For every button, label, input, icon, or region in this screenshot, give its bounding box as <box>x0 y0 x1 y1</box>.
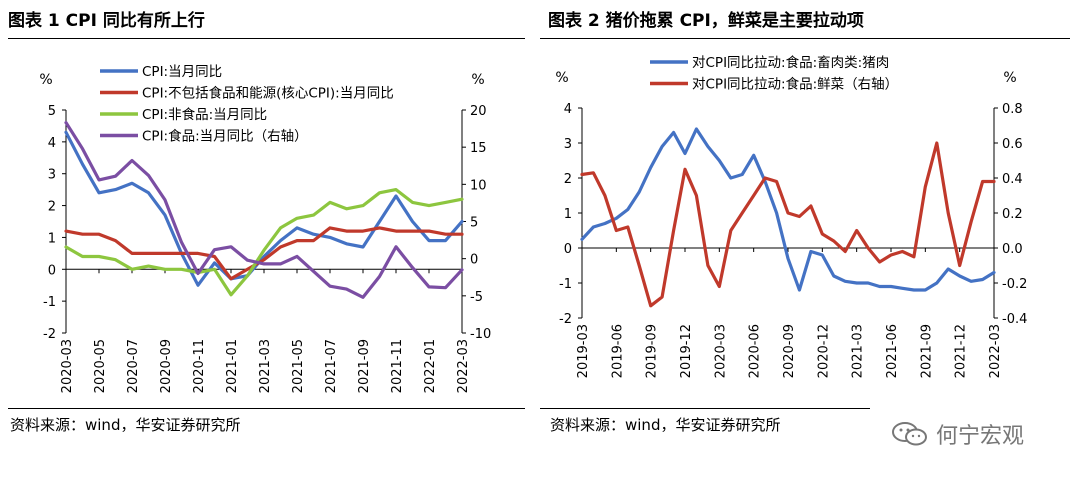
right-tick-label: 10 <box>470 178 487 193</box>
source-rule <box>540 408 870 409</box>
legend-label-2: 对CPI同比拉动:食品:鲜菜（右轴） <box>692 76 898 93</box>
right-tick-label: 0.2 <box>1002 207 1023 222</box>
chart-panel-1: 图表 1 CPI 同比有所上行 %% 5 4 3 2 1 0 -1 -2 20 15 10 5 0 -5 -1… <box>0 0 530 477</box>
right-tick-label: 15 <box>470 141 487 156</box>
legend-label-1: 对CPI同比拉动:食品:畜肉类:猪肉 <box>692 54 889 71</box>
x-tick-label: 2020-05 <box>93 339 108 393</box>
chart-2-source: 资料来源：wind，华安证券研究所 <box>550 416 781 434</box>
left-tick-label: 5 <box>48 104 56 119</box>
source-rule <box>8 408 525 409</box>
left-tick-label: 2 <box>564 172 572 187</box>
chart-2-svg: % % 4 3 2 1 0 -1 -2 0.8 0.6 0.4 0.2 0.0 -0.2 -0.4 2019-0… <box>555 54 1027 378</box>
right-tick-label: 0 <box>470 253 478 268</box>
legend-label-1: CPI:当月同比 <box>142 64 222 80</box>
x-tick-label: 2021-06 <box>885 324 900 378</box>
right-tick-label: 5 <box>470 216 478 231</box>
chart-1-source: 资料来源：wind，华安证券研究所 <box>10 416 241 434</box>
left-tick-label: 0 <box>48 263 56 278</box>
right-tick-label: -0.2 <box>1002 277 1027 292</box>
series-line-2 <box>64 226 464 281</box>
x-tick-label: 2021-05 <box>291 339 306 393</box>
watermark-text: 何宁宏观 <box>936 424 1025 449</box>
left-tick-label: 4 <box>564 102 572 117</box>
x-tick-label: 2021-09 <box>919 324 934 378</box>
left-tick-label: -1 <box>43 295 56 310</box>
chart-1-title: 图表 1 CPI 同比有所上行 <box>8 11 205 31</box>
series-line-1 <box>64 130 464 287</box>
series-line-4 <box>64 120 464 299</box>
right-tick-label: -10 <box>470 327 491 342</box>
right-unit-label: % <box>471 72 484 88</box>
x-tick-label: 2021-03 <box>851 324 866 378</box>
right-tick-label: -0.4 <box>1002 312 1027 327</box>
x-tick-label: 2020-03 <box>60 339 75 393</box>
right-tick-label: 0.6 <box>1002 137 1023 152</box>
x-tick-label: 2021-07 <box>324 339 339 393</box>
title-rule <box>540 38 1070 39</box>
title-rule <box>8 38 525 39</box>
x-tick-label: 2021-01 <box>225 339 240 393</box>
x-tick-label: 2021-03 <box>258 339 273 393</box>
x-tick-label: 2019-06 <box>610 324 625 378</box>
watermark: 何宁宏观 <box>890 418 1024 450</box>
x-tick-label: 2019-09 <box>645 324 660 378</box>
x-tick-label: 2022-03 <box>456 339 471 393</box>
left-tick-label: -2 <box>43 327 56 342</box>
legend-label-3: CPI:非食品:当月同比 <box>142 106 267 123</box>
x-tick-label: 2019-12 <box>679 324 694 378</box>
left-tick-label: 1 <box>564 207 572 222</box>
left-tick-label: -1 <box>559 277 572 292</box>
x-tick-label: 2020-11 <box>192 339 207 393</box>
wechat-icon <box>892 422 927 446</box>
x-tick-label: 2021-12 <box>954 324 969 378</box>
x-tick-label: 2022-01 <box>423 339 438 393</box>
legend-label-2: CPI:不包括食品和能源(核心CPI):当月同比 <box>142 85 394 102</box>
series-line-3 <box>64 188 464 297</box>
x-tick-label: 2020-09 <box>159 339 174 393</box>
left-tick-label: 1 <box>48 231 56 246</box>
right-tick-label: 0.0 <box>1002 242 1023 257</box>
series-line-1 <box>580 127 996 292</box>
chart-2-title: 图表 2 猪价拖累 CPI，鲜菜是主要拉动项 <box>548 11 864 31</box>
x-tick-label: 2020-09 <box>782 324 797 378</box>
left-tick-label: 3 <box>564 137 572 152</box>
left-tick-label: 0 <box>564 242 572 257</box>
right-tick-label: 20 <box>470 104 487 119</box>
x-tick-label: 2020-06 <box>748 324 763 378</box>
x-tick-label: 2020-07 <box>126 339 141 393</box>
right-unit-label: % <box>1003 70 1016 86</box>
x-tick-label: 2019-03 <box>576 324 591 378</box>
left-tick-label: 2 <box>48 200 56 215</box>
right-tick-label: 0.4 <box>1002 172 1023 187</box>
x-tick-label: 2022-03 <box>988 324 1003 378</box>
left-unit-label: % <box>39 72 52 88</box>
x-tick-label: 2020-03 <box>713 324 728 378</box>
x-tick-label: 2021-11 <box>390 339 405 393</box>
right-tick-label: -5 <box>470 290 483 305</box>
left-unit-label: % <box>555 70 568 86</box>
chart-panel-2: 图表 2 猪价拖累 CPI，鲜菜是主要拉动项 %% 4 3 2 1 0 -1 -2 0.8 0.6… <box>540 0 1080 477</box>
series-line-2 <box>580 141 996 308</box>
left-tick-label: 4 <box>48 136 56 151</box>
left-tick-label: 3 <box>48 168 56 183</box>
left-tick-label: -2 <box>559 312 572 327</box>
x-tick-label: 2021-09 <box>357 339 372 393</box>
right-tick-label: 0.8 <box>1002 102 1023 117</box>
legend-label-4: CPI:食品:当月同比（右轴） <box>142 128 308 145</box>
x-tick-label: 2020-12 <box>816 324 831 378</box>
